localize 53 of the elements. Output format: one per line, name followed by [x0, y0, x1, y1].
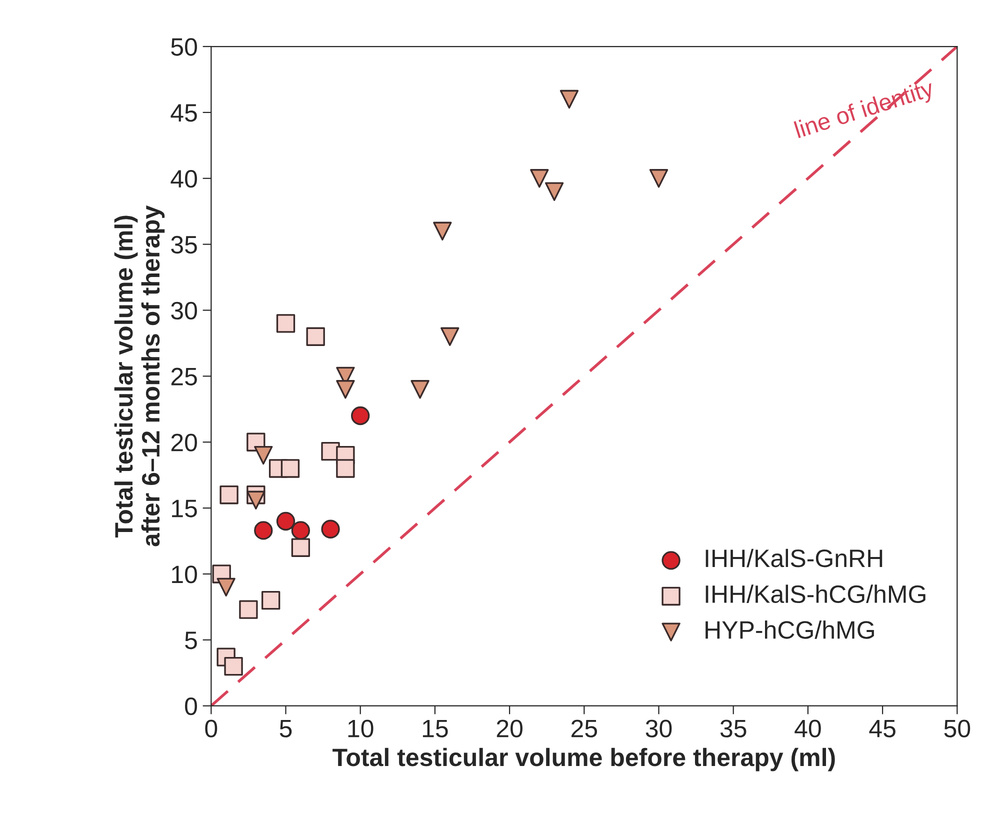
y-tick-label: 35 [171, 236, 197, 254]
y-tick-label: 15 [172, 500, 197, 518]
x-tick-label: 50 [944, 720, 970, 738]
point [220, 486, 238, 504]
point [433, 222, 452, 240]
y-tick-label: 5 [185, 632, 197, 650]
y-tick-label: 50 [171, 38, 197, 56]
point [276, 314, 296, 333]
point [410, 380, 430, 399]
point [321, 520, 340, 538]
point [291, 521, 310, 540]
x-tick-label: 10 [348, 720, 374, 738]
y-tick-label: 20 [171, 434, 197, 452]
x-tick-label: 45 [869, 720, 896, 738]
legend-label: IHH/KalS-hCG/hMG [706, 584, 926, 604]
y-tick-label: 10 [172, 566, 197, 584]
point [276, 512, 296, 531]
point [246, 490, 266, 510]
legend-label: HYP-hCG/hMG [706, 620, 874, 639]
x-tick-label: 15 [422, 720, 448, 738]
point [280, 459, 300, 478]
y-tick-label: 25 [171, 368, 197, 386]
x-tick-label: 30 [646, 720, 672, 738]
point [254, 521, 273, 540]
point [216, 578, 236, 596]
point [239, 600, 258, 619]
y-axis-title: Total testicular volume (ml) after 6–12 months of therapy [114, 205, 165, 546]
x-tick-label: 5 [280, 720, 292, 738]
point [351, 406, 370, 426]
point [649, 169, 668, 188]
text: line of identity [794, 78, 936, 143]
y-tick-label: 45 [170, 104, 197, 122]
x-tick-label: 40 [794, 720, 821, 738]
point [544, 182, 564, 201]
point [254, 446, 273, 465]
x-tick-label: 25 [572, 720, 598, 738]
x-tick-label: 20 [496, 720, 522, 738]
legend-label: IHH/KalS-GnRH [706, 548, 882, 568]
point [336, 459, 355, 478]
y-tick-label: 0 [185, 697, 197, 716]
point [336, 380, 355, 399]
point [440, 327, 460, 346]
point [224, 656, 243, 676]
point [530, 169, 549, 188]
x-tick-label: 0 [205, 720, 218, 738]
point [291, 538, 310, 557]
x-tick-label: 35 [720, 720, 746, 738]
y-tick-label: 40 [170, 170, 197, 188]
point [560, 90, 579, 109]
point [261, 591, 280, 610]
y-tick-label: 30 [171, 302, 197, 320]
point [306, 327, 325, 346]
x-axis-title: Total testicular volume before therapy (ml) [332, 748, 835, 772]
